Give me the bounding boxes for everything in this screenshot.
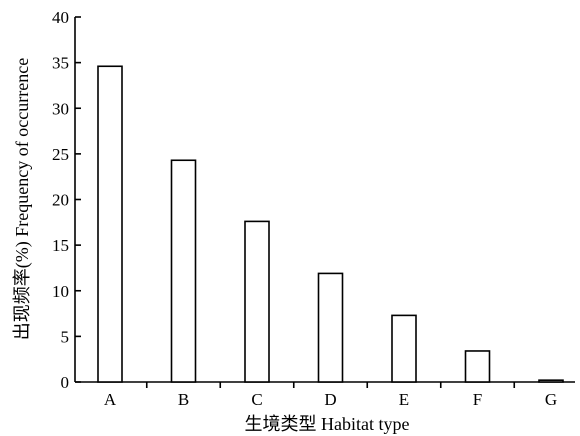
y-tick-label: 15: [52, 236, 69, 255]
y-tick-label: 40: [52, 8, 69, 27]
x-tick-label: B: [178, 390, 189, 409]
bar-D: [317, 272, 344, 383]
bar-B: [170, 159, 197, 383]
bar-F: [464, 350, 491, 383]
y-tick-label: 0: [61, 373, 70, 392]
x-axis: A B C D E F G: [75, 381, 575, 409]
x-tick-label: G: [545, 390, 557, 409]
x-tick-label: D: [324, 390, 336, 409]
y-tick-label: 5: [61, 327, 70, 346]
x-axis-title: 生境类型 Habitat type: [245, 414, 410, 434]
x-tick-label: C: [251, 390, 262, 409]
x-tick-label: F: [473, 390, 482, 409]
x-tick-label: E: [399, 390, 409, 409]
y-axis: 0 5 10 15 20 25 30 35 40: [52, 8, 81, 392]
x-tick-label: A: [104, 390, 117, 409]
bars: [97, 65, 564, 383]
bar-E: [391, 314, 417, 383]
y-tick-label: 35: [52, 54, 69, 73]
bar-C: [244, 220, 270, 383]
y-tick-label: 20: [52, 191, 69, 210]
y-tick-label: 30: [52, 99, 69, 118]
y-tick-label: 10: [52, 282, 69, 301]
y-axis-title: 出现频率(%) Frequency of occurrence: [12, 58, 33, 340]
bar-G: [538, 379, 564, 383]
bar-A: [97, 65, 123, 383]
y-tick-label: 25: [52, 145, 69, 164]
